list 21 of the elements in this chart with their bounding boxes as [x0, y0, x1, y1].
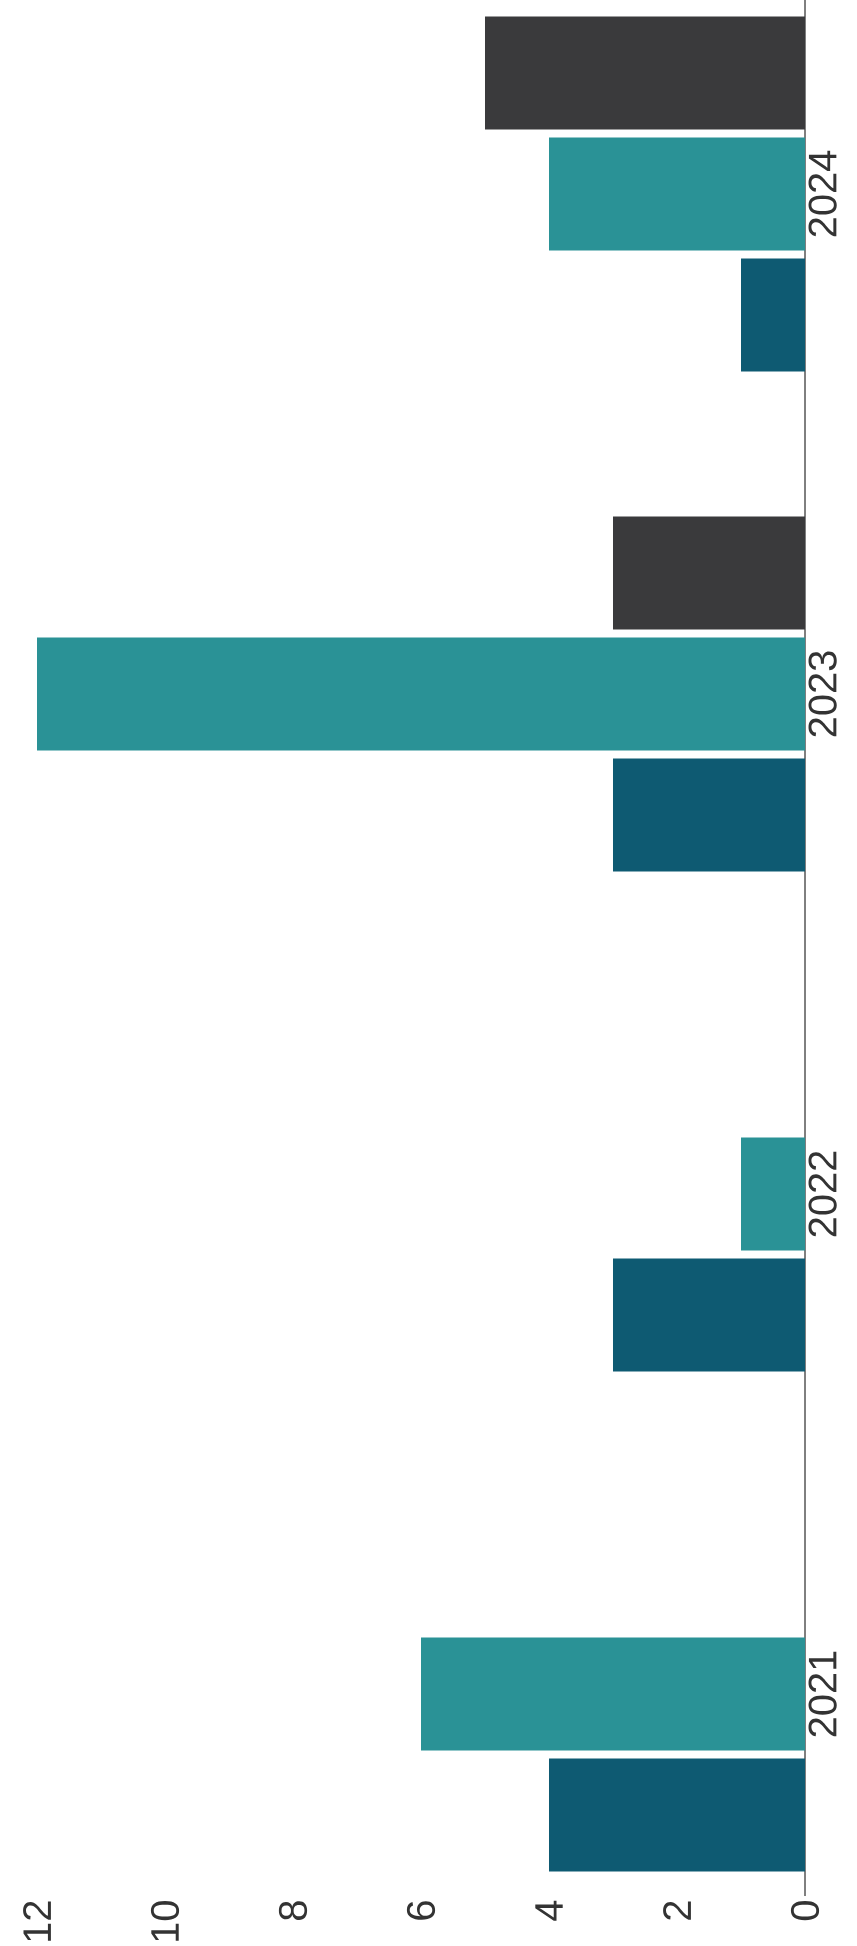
bar	[741, 1137, 805, 1251]
x-tick-label: 10	[150, 1901, 180, 1941]
x-tick-label: 2	[663, 1901, 691, 1920]
x-tick-label: 8	[278, 1901, 308, 1920]
bar	[36, 637, 805, 751]
y-tick-label: 2023	[808, 651, 837, 737]
y-tick-label: 2022	[808, 1151, 837, 1237]
bar	[485, 16, 805, 130]
bar	[549, 137, 805, 251]
x-tick-label: 4	[535, 1900, 563, 1921]
bar	[549, 1758, 805, 1872]
y-tick-label: 2024	[808, 150, 837, 237]
bar	[613, 516, 805, 630]
y-tick-label: 2021	[808, 1651, 837, 1737]
x-tick-label: 6	[406, 1901, 436, 1920]
bar	[421, 1637, 805, 1751]
x-tick-label: 0	[790, 1901, 820, 1921]
bar	[613, 1258, 805, 1372]
x-tick-label: 12	[23, 1901, 51, 1941]
bar	[741, 258, 805, 372]
bar	[613, 758, 805, 872]
